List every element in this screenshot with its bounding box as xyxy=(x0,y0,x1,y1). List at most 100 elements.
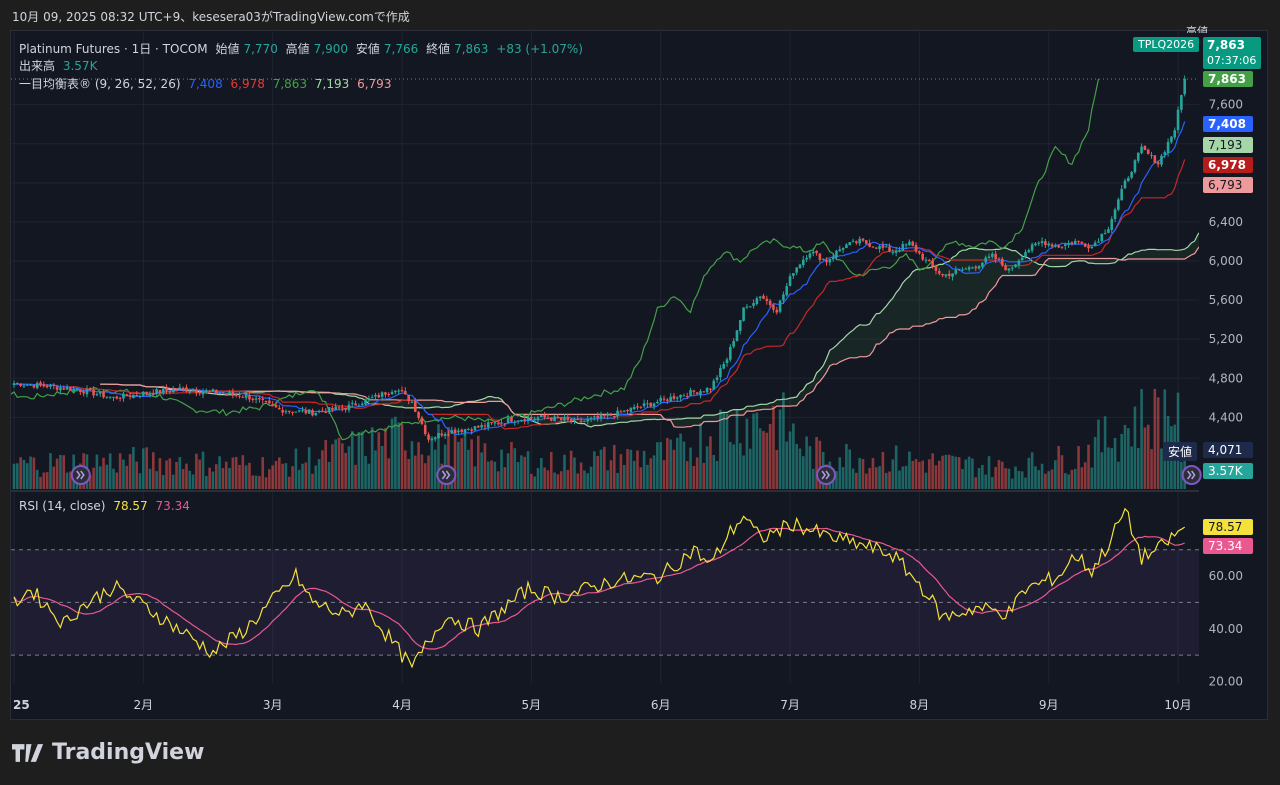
candle-body xyxy=(878,246,881,250)
volume-bar xyxy=(540,458,543,489)
volume-bar xyxy=(646,464,649,489)
volume-bar xyxy=(1067,474,1070,489)
volume-bar xyxy=(745,418,749,489)
candle-body xyxy=(549,417,553,421)
volume-bar xyxy=(297,469,301,489)
volume-bar xyxy=(1017,470,1021,489)
candle-body xyxy=(1156,162,1160,165)
candle-body xyxy=(364,399,367,405)
candle-body xyxy=(669,396,672,402)
volume-bar xyxy=(168,458,172,489)
candle-body xyxy=(1077,240,1080,242)
candle-body xyxy=(347,404,351,411)
candle-body xyxy=(742,307,745,321)
candle-body xyxy=(79,389,82,392)
price-tick-label: 4,800 xyxy=(1209,371,1243,385)
event-marker-icon xyxy=(436,465,457,485)
candle-body xyxy=(825,259,828,263)
volume-bar xyxy=(868,468,871,489)
volume-bar xyxy=(722,413,726,489)
volume-bar xyxy=(102,457,105,489)
volume-bar xyxy=(354,464,357,489)
volume-bar xyxy=(961,469,964,489)
chart-timestamp: 10月 09, 2025 08:32 UTC+9、kesesera03がTrad… xyxy=(12,10,410,24)
candle-body xyxy=(934,265,938,271)
candle-body xyxy=(1087,245,1090,249)
candle-body xyxy=(682,395,686,397)
volume-bar xyxy=(719,409,722,489)
candle-body xyxy=(805,257,808,260)
volume-bar xyxy=(447,427,450,489)
candle-body xyxy=(914,244,918,252)
candle-body xyxy=(1090,246,1094,249)
volume-bar xyxy=(788,431,792,489)
candle-body xyxy=(656,401,659,404)
event-arrow-icon xyxy=(821,470,830,480)
candle-body xyxy=(596,415,599,418)
candle-body xyxy=(546,417,550,419)
volume-bar xyxy=(1034,466,1037,489)
volume-bar xyxy=(725,414,729,489)
volume-bar xyxy=(911,460,915,489)
volume-bar xyxy=(433,449,437,489)
volume-bar xyxy=(543,467,546,489)
volume-bar xyxy=(918,461,921,489)
candle-body xyxy=(1136,152,1140,161)
candle-body xyxy=(380,392,384,397)
candle-body xyxy=(417,412,420,418)
spanA-line xyxy=(100,232,1199,428)
volume-bar xyxy=(523,456,527,489)
candle-body xyxy=(1010,267,1014,269)
close-value: 7,863 xyxy=(454,42,489,56)
candle-body xyxy=(384,392,387,395)
volume-bar xyxy=(954,456,958,489)
volume-bar xyxy=(563,454,566,489)
candle-body xyxy=(732,341,735,347)
volume-bar xyxy=(410,441,414,489)
candle-body xyxy=(52,384,56,386)
chart-frame[interactable]: 4,4004,8005,2005,6006,0006,4006,8007,200… xyxy=(10,25,1268,720)
price-chart[interactable]: 4,4004,8005,2005,6006,0006,4006,8007,200… xyxy=(11,31,1267,719)
candle-body xyxy=(626,409,629,412)
volume-bar xyxy=(145,447,148,489)
volume-bar xyxy=(586,473,590,489)
volume-bar xyxy=(404,450,407,489)
candle-body xyxy=(278,407,281,410)
candle-body xyxy=(898,250,901,252)
candle-body xyxy=(221,392,225,394)
volume-bar xyxy=(1103,416,1107,489)
candle-body xyxy=(911,241,915,246)
volume-bar xyxy=(951,455,954,489)
candle-body xyxy=(138,395,142,397)
rsi-tick-label: 40.00 xyxy=(1209,622,1243,636)
volume-bar xyxy=(377,432,381,489)
candle-body xyxy=(145,391,148,394)
volume-bar xyxy=(483,443,487,489)
candle-body xyxy=(297,410,301,412)
volume-bar xyxy=(244,465,248,489)
candle-body xyxy=(715,377,719,380)
candle-body xyxy=(324,412,328,414)
candle-body xyxy=(981,262,984,267)
volume-bar xyxy=(755,412,759,489)
candle-body xyxy=(566,417,570,420)
tradingview-logo[interactable]: TradingView xyxy=(12,740,204,765)
volume-bar xyxy=(662,460,666,489)
price-tick-label: 5,200 xyxy=(1209,332,1243,346)
volume-bar xyxy=(155,471,158,489)
candle-body xyxy=(652,403,656,407)
volume-bar xyxy=(1020,471,1024,489)
volume-bar xyxy=(1100,452,1104,489)
volume-bar xyxy=(1113,437,1117,489)
candle-body xyxy=(775,309,779,313)
volume-bar xyxy=(59,454,62,489)
candle-body xyxy=(62,388,66,390)
volume-bar xyxy=(914,459,918,489)
volume-bar xyxy=(1110,448,1114,489)
candle-body xyxy=(937,271,941,274)
candle-body xyxy=(234,394,238,396)
candle-body xyxy=(722,364,726,369)
candle-body xyxy=(1007,268,1011,271)
time-axis: 25 2月 3月 4月 5月 6月 7月 8月 9月 10月 xyxy=(13,698,1192,712)
candle-body xyxy=(1100,233,1104,241)
